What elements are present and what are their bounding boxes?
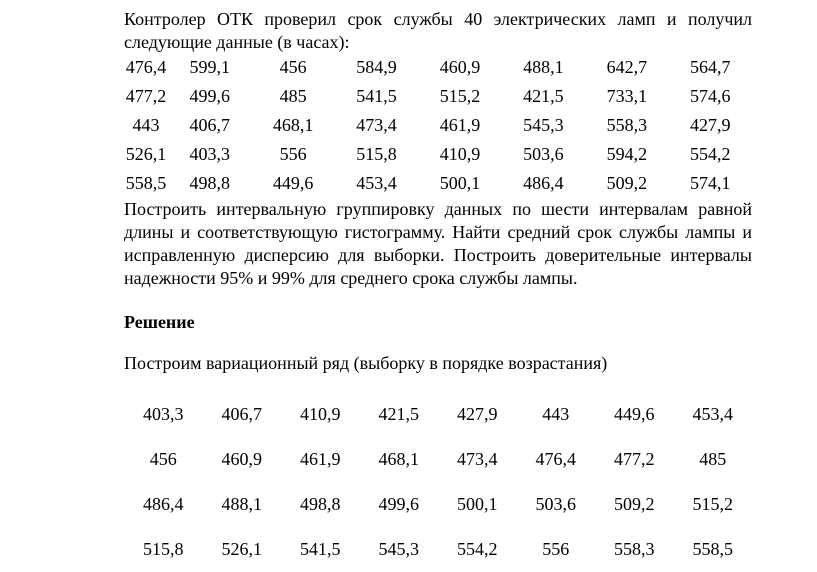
table-cell: 499,6 bbox=[378, 494, 420, 514]
task-line: Построить интервальную группировку данны… bbox=[124, 199, 752, 219]
table-row: 558,5 498,8 449,6 453,4 500,1 486,4 509,2 574,1 bbox=[124, 169, 752, 198]
table-cell: 485 bbox=[279, 86, 307, 106]
table-row: 456 460,9 461,9 468,1 473,4 476,4 477,2 485 bbox=[124, 437, 752, 482]
table-cell: 642,7 bbox=[606, 57, 648, 77]
table-cell: 476,4 bbox=[535, 449, 577, 469]
task-line: исправленную дисперсию для выборки. Пост… bbox=[124, 245, 752, 265]
variation-series-table: 403,3 406,7 410,9 421,5 427,9 443 449,6 453,4 45… bbox=[124, 392, 752, 572]
table-cell: 515,8 bbox=[356, 144, 397, 164]
table-cell: 410,9 bbox=[439, 144, 481, 164]
problem-line: Контролер ОТК проверил срок службы 40 эл… bbox=[124, 9, 752, 29]
table-cell: 500,1 bbox=[457, 494, 498, 514]
table-cell: 403,3 bbox=[189, 144, 230, 164]
table-cell: 473,4 bbox=[457, 449, 498, 469]
table-cell: 500,1 bbox=[439, 173, 481, 193]
table-cell: 406,7 bbox=[189, 115, 230, 135]
table-cell: 477,2 bbox=[125, 86, 167, 106]
table-cell: 453,4 bbox=[692, 404, 734, 424]
table-cell: 541,5 bbox=[300, 539, 341, 559]
table-cell: 526,1 bbox=[125, 144, 167, 164]
problem-line: следующие данные (в часах): bbox=[124, 32, 350, 52]
table-cell: 599,1 bbox=[189, 57, 230, 77]
table-cell: 449,6 bbox=[272, 173, 314, 193]
table-cell: 509,2 bbox=[614, 494, 655, 514]
solution-heading: Решение bbox=[124, 312, 195, 332]
table-cell: 498,8 bbox=[189, 173, 230, 193]
table-cell: 476,4 bbox=[125, 57, 167, 77]
table-row: 515,8 526,1 541,5 545,3 554,2 556 558,3 558,5 bbox=[124, 527, 752, 572]
table-cell: 461,9 bbox=[300, 449, 341, 469]
table-cell: 488,1 bbox=[523, 57, 564, 77]
table-cell: 460,9 bbox=[221, 449, 263, 469]
table-cell: 558,3 bbox=[614, 539, 655, 559]
table-cell: 427,9 bbox=[690, 115, 731, 135]
table-cell: 460,9 bbox=[439, 57, 481, 77]
table-cell: 456 bbox=[149, 449, 177, 469]
table-cell: 554,2 bbox=[457, 539, 498, 559]
table-cell: 584,9 bbox=[356, 57, 397, 77]
table-cell: 574,1 bbox=[690, 173, 731, 193]
table-cell: 558,5 bbox=[692, 539, 734, 559]
data-table: 476,4 599,1 456 584,9 460,9 488,1 642,7 564,7 47… bbox=[124, 53, 752, 198]
table-cell: 515,2 bbox=[692, 494, 734, 514]
table-cell: 406,7 bbox=[221, 404, 263, 424]
table-cell: 473,4 bbox=[356, 115, 397, 135]
table-cell: 564,7 bbox=[690, 57, 731, 77]
table-cell: 453,4 bbox=[356, 173, 397, 193]
table-cell: 509,2 bbox=[606, 173, 648, 193]
table-cell: 554,2 bbox=[690, 144, 731, 164]
table-row: 443 406,7 468,1 473,4 461,9 545,3 558,3 427,9 bbox=[124, 111, 752, 140]
table-cell: 499,6 bbox=[189, 86, 230, 106]
table-cell: 488,1 bbox=[221, 494, 263, 514]
table-row: 403,3 406,7 410,9 421,5 427,9 443 449,6 453,4 bbox=[124, 392, 752, 437]
table-cell: 574,6 bbox=[690, 86, 731, 106]
problem-statement: Контролер ОТК проверил срок службы 40 эл… bbox=[124, 8, 752, 54]
table-cell: 443 bbox=[542, 404, 570, 424]
table-cell: 558,5 bbox=[125, 173, 167, 193]
table-cell: 556 bbox=[279, 144, 307, 164]
task-statement: Построить интервальную группировку данны… bbox=[124, 198, 752, 290]
table-cell: 526,1 bbox=[221, 539, 263, 559]
table-cell: 498,8 bbox=[300, 494, 341, 514]
table-cell: 503,6 bbox=[523, 144, 564, 164]
table-cell: 410,9 bbox=[300, 404, 341, 424]
table-cell: 449,6 bbox=[614, 404, 655, 424]
table-cell: 515,8 bbox=[143, 539, 184, 559]
table-cell: 421,5 bbox=[523, 86, 564, 106]
table-row: 526,1 403,3 556 515,8 410,9 503,6 594,2 554,2 bbox=[124, 140, 752, 169]
table-cell: 468,1 bbox=[272, 115, 314, 135]
table-cell: 503,6 bbox=[535, 494, 577, 514]
table-cell: 594,2 bbox=[606, 144, 648, 164]
table-cell: 468,1 bbox=[378, 449, 420, 469]
table-cell: 541,5 bbox=[356, 86, 397, 106]
table-row: 486,4 488,1 498,8 499,6 500,1 503,6 509,2 515,2 bbox=[124, 482, 752, 527]
task-line: длины и соответствующую гистограмму. Най… bbox=[124, 222, 752, 242]
table-cell: 421,5 bbox=[378, 404, 420, 424]
table-cell: 515,2 bbox=[439, 86, 481, 106]
table-cell: 427,9 bbox=[457, 404, 498, 424]
table-cell: 456 bbox=[279, 57, 307, 77]
solution-intro: Построим вариационный ряд (выборку в пор… bbox=[124, 353, 608, 373]
table-row: 476,4 599,1 456 584,9 460,9 488,1 642,7 564,7 bbox=[124, 53, 752, 82]
table-row: 477,2 499,6 485 541,5 515,2 421,5 733,1 574,6 bbox=[124, 82, 752, 111]
table-cell: 558,3 bbox=[606, 115, 648, 135]
table-cell: 545,3 bbox=[378, 539, 420, 559]
table-cell: 556 bbox=[542, 539, 570, 559]
task-line: надежности 95% и 99% для среднего срока … bbox=[124, 268, 578, 288]
table-cell: 486,4 bbox=[143, 494, 184, 514]
table-cell: 403,3 bbox=[143, 404, 184, 424]
table-cell: 733,1 bbox=[606, 86, 648, 106]
table-cell: 485 bbox=[699, 449, 727, 469]
table-cell: 545,3 bbox=[523, 115, 564, 135]
table-cell: 461,9 bbox=[439, 115, 481, 135]
table-cell: 477,2 bbox=[614, 449, 655, 469]
table-cell: 443 bbox=[132, 115, 160, 135]
table-cell: 486,4 bbox=[523, 173, 564, 193]
